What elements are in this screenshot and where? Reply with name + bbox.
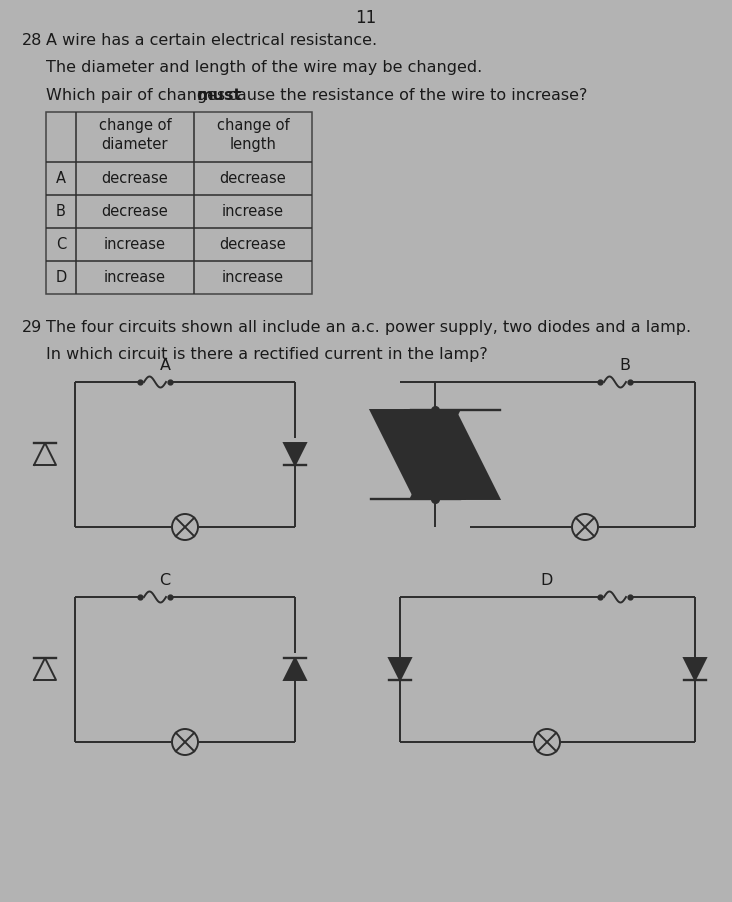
Text: D: D <box>541 573 553 588</box>
Text: C: C <box>160 573 171 588</box>
Text: change of
length: change of length <box>217 118 289 152</box>
Text: 29: 29 <box>22 320 42 335</box>
Text: decrease: decrease <box>102 171 168 186</box>
Text: increase: increase <box>104 237 166 252</box>
Text: decrease: decrease <box>220 171 286 186</box>
Polygon shape <box>284 658 306 680</box>
Polygon shape <box>284 443 306 465</box>
Polygon shape <box>411 410 499 499</box>
Text: must: must <box>197 88 242 103</box>
Text: increase: increase <box>104 270 166 285</box>
Text: decrease: decrease <box>220 237 286 252</box>
Text: 28: 28 <box>22 33 42 48</box>
Polygon shape <box>370 410 460 499</box>
Text: B: B <box>56 204 66 219</box>
Text: A wire has a certain electrical resistance.: A wire has a certain electrical resistan… <box>46 33 377 48</box>
Text: decrease: decrease <box>102 204 168 219</box>
Text: A: A <box>56 171 66 186</box>
Bar <box>46 112 312 294</box>
Text: cause the resistance of the wire to increase?: cause the resistance of the wire to incr… <box>223 88 587 103</box>
Text: Which pair of changes: Which pair of changes <box>46 88 231 103</box>
Polygon shape <box>684 658 706 680</box>
Text: C: C <box>56 237 66 252</box>
Polygon shape <box>389 658 411 680</box>
Text: In which circuit is there a rectified current in the lamp?: In which circuit is there a rectified cu… <box>46 347 488 362</box>
Text: The diameter and length of the wire may be changed.: The diameter and length of the wire may … <box>46 60 482 75</box>
Text: increase: increase <box>222 204 284 219</box>
Text: 11: 11 <box>355 9 377 27</box>
Text: B: B <box>619 358 630 373</box>
Text: A: A <box>160 358 171 373</box>
Text: increase: increase <box>222 270 284 285</box>
Text: change of
diameter: change of diameter <box>99 118 171 152</box>
Text: D: D <box>56 270 67 285</box>
Text: The four circuits shown all include an a.c. power supply, two diodes and a lamp.: The four circuits shown all include an a… <box>46 320 691 335</box>
